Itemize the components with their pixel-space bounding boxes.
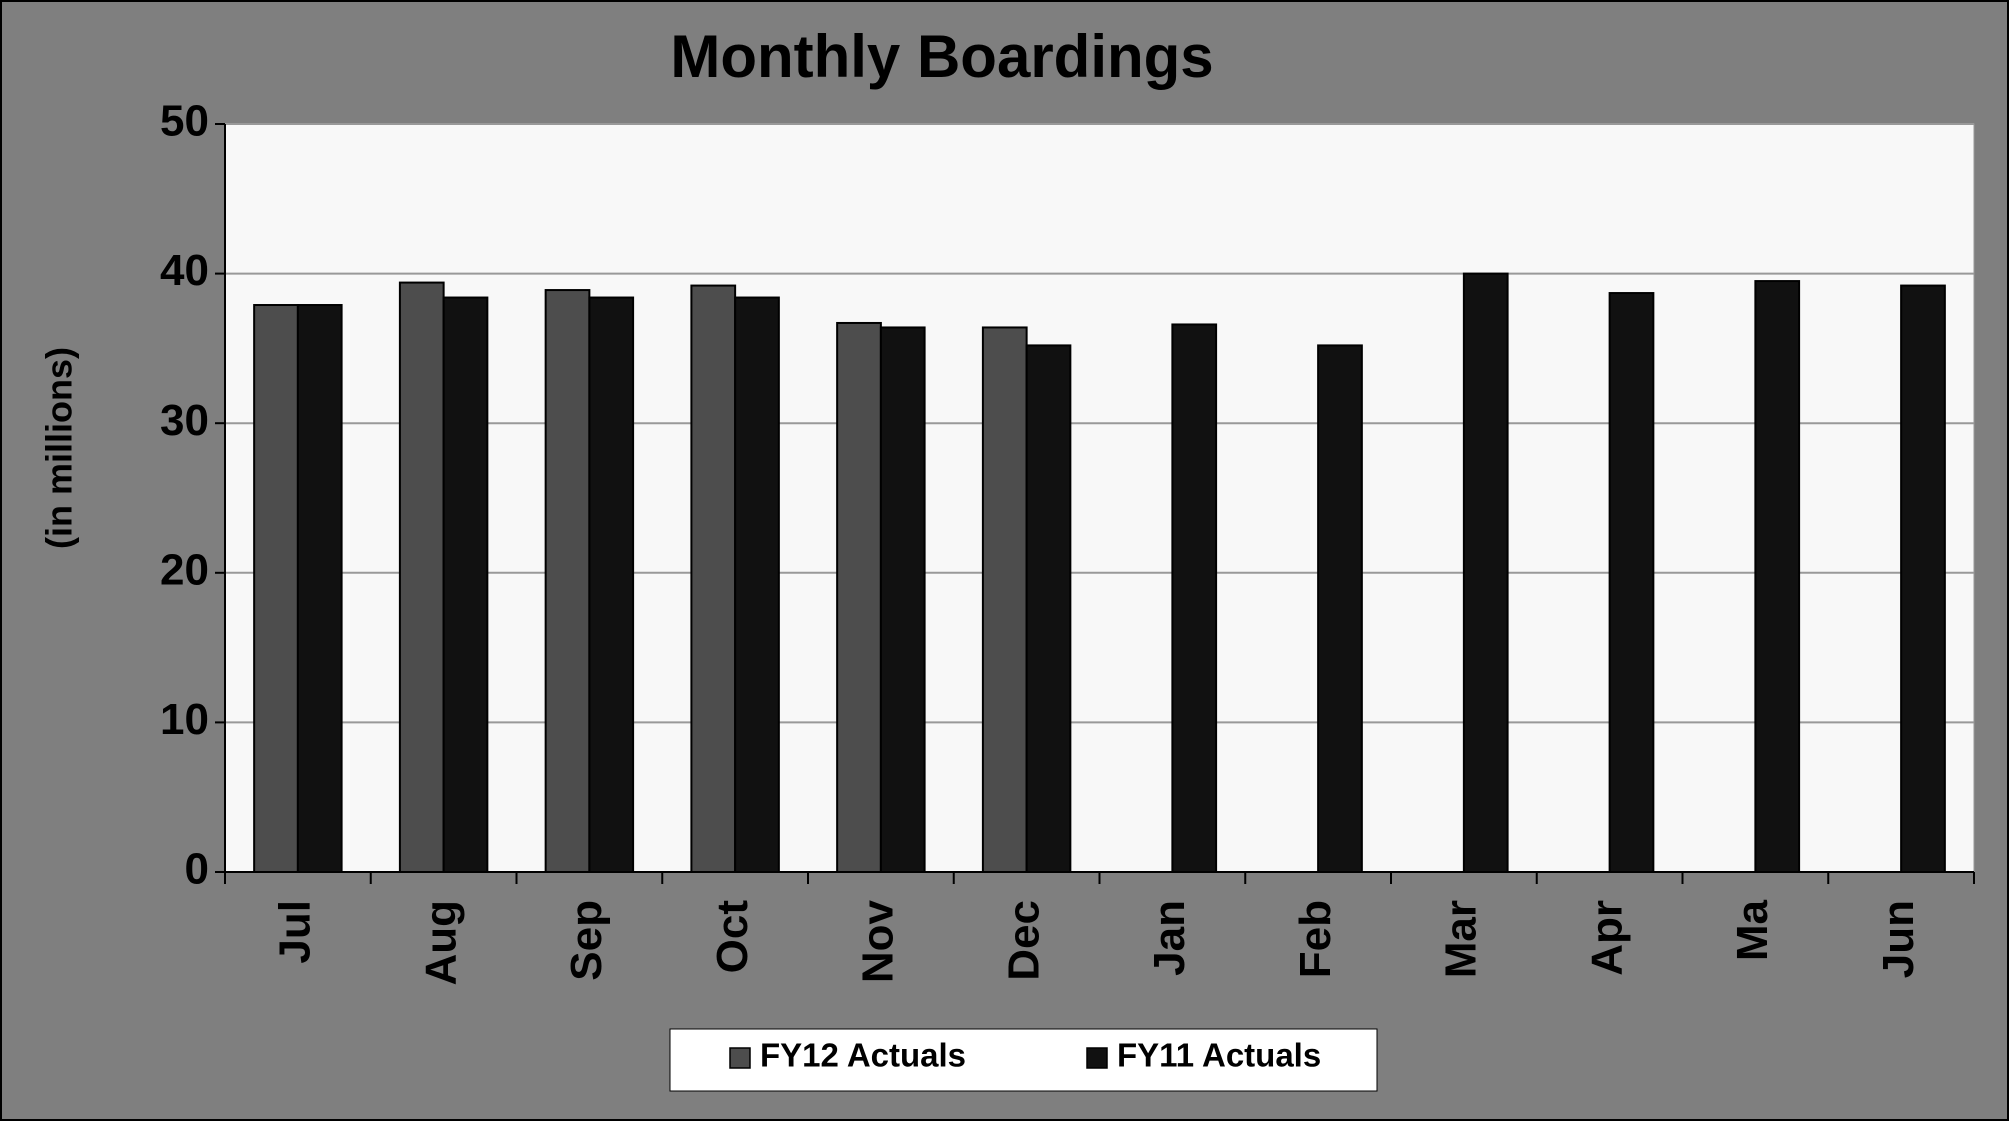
bar [442,296,489,873]
x-tick-label: Jun [1874,900,1923,978]
x-tick-label: Jan [1145,900,1194,976]
bar [1900,284,1946,873]
bar [1025,344,1072,873]
plot-area [224,123,1975,873]
y-tick-label: 20 [160,545,209,594]
x-tick-label: Jul [271,900,320,964]
chart-title: Monthly Boardings [670,23,1213,90]
bar [296,304,343,873]
legend-swatch [729,1047,751,1069]
bar [544,289,591,873]
bar [1608,292,1655,874]
bar [836,321,882,873]
bar [879,326,926,873]
bar [398,281,445,873]
x-tick-label: Aug [416,900,465,986]
x-tick-label: Mar [1437,900,1486,978]
bar [1317,344,1363,873]
y-axis-label: (in millions) [39,347,80,549]
legend [669,1028,1378,1092]
y-tick-label: 0 [185,845,209,894]
bar [690,284,737,873]
y-tick-label: 40 [160,246,209,295]
bar [253,304,299,873]
legend-label: FY12 Actuals [760,1037,966,1074]
y-tick-label: 30 [160,396,209,445]
bar [1462,272,1509,874]
x-tick-label: Sep [562,900,611,981]
bar [734,296,780,873]
y-tick-label: 50 [160,97,209,146]
legend-swatch [1086,1047,1108,1069]
bar [1171,323,1218,873]
x-tick-label: Oct [708,900,757,974]
bar [588,296,635,873]
bar [1754,280,1801,873]
x-tick-label: Ma [1728,899,1777,961]
x-tick-label: Nov [854,899,903,983]
bar [981,326,1028,873]
x-tick-label: Feb [1291,900,1340,978]
x-tick-label: Apr [1582,900,1631,976]
x-tick-label: Dec [999,900,1048,981]
y-tick-label: 10 [160,695,209,744]
legend-label: FY11 Actuals [1117,1037,1321,1074]
